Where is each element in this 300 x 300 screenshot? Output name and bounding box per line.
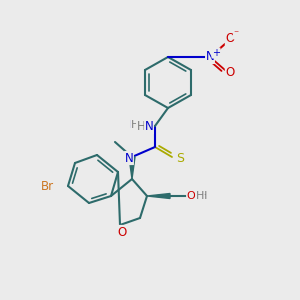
- Text: O: O: [225, 32, 235, 46]
- Text: ⁻: ⁻: [233, 29, 238, 39]
- Text: N: N: [145, 121, 153, 134]
- Text: N: N: [124, 152, 134, 164]
- Text: O: O: [117, 226, 127, 238]
- Text: H: H: [196, 191, 204, 201]
- Text: N: N: [206, 50, 214, 64]
- Text: Br: Br: [40, 179, 54, 193]
- Text: H: H: [136, 121, 146, 134]
- Polygon shape: [129, 157, 135, 179]
- Text: H: H: [199, 191, 207, 201]
- Text: +: +: [212, 48, 220, 58]
- Text: O: O: [187, 191, 195, 201]
- Text: HN: HN: [129, 120, 146, 130]
- Polygon shape: [147, 194, 170, 199]
- Text: S: S: [176, 152, 184, 166]
- Text: H: H: [130, 120, 139, 130]
- Text: O: O: [225, 67, 235, 80]
